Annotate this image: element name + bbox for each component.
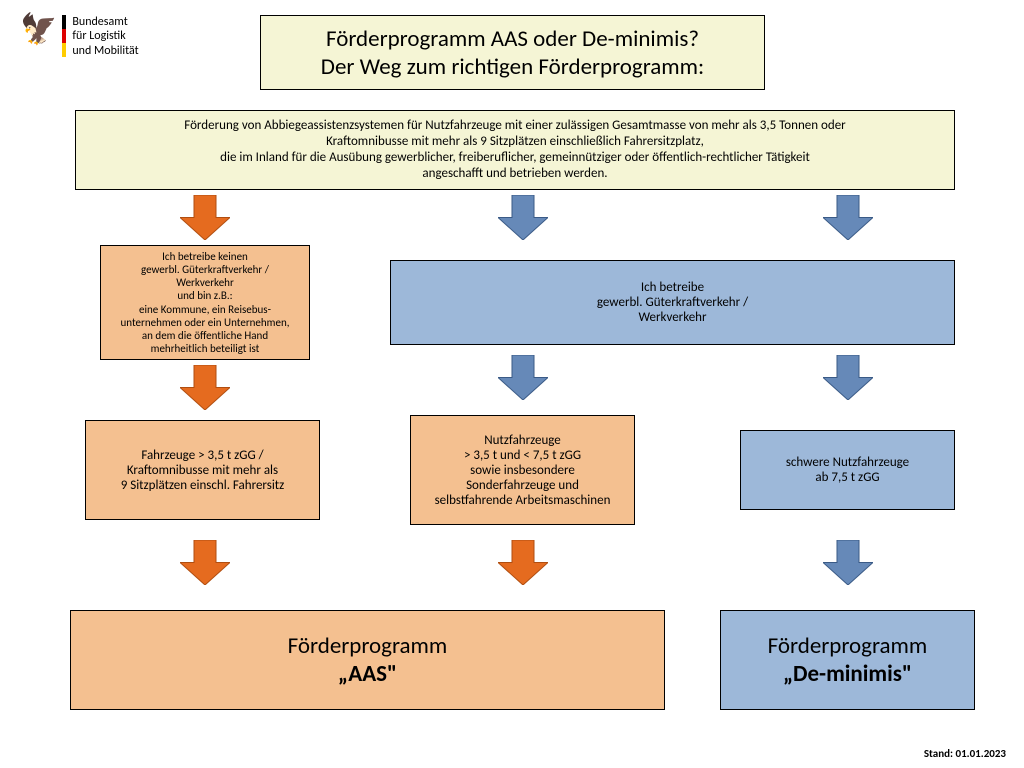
footer-date: Stand: 01.01.2023 (924, 747, 1006, 760)
branch-commercial: Ich betreibegewerbl. Güterkraftverkehr /… (390, 260, 955, 345)
intro-box: Förderung von Abbiegeassistenzsystemen f… (75, 110, 955, 190)
heavy-vehicles-7-5t: schwere Nutzfahrzeugeab 7,5 t zGG (740, 430, 955, 510)
title-box: Förderprogramm AAS oder De-minimis? Der … (260, 15, 765, 90)
arrow-down-icon (823, 195, 873, 240)
flag-bar (62, 15, 66, 57)
arrow-down-icon (498, 540, 548, 585)
eagle-icon: 🦅 (20, 15, 57, 45)
arrow-down-icon (498, 195, 548, 240)
logo: 🦅 Bundesamt für Logistik und Mobilität (20, 15, 139, 58)
arrow-down-icon (823, 540, 873, 585)
branch-no-commercial: Ich betreibe keinengewerbl. Güterkraftve… (100, 245, 310, 360)
result-aas: Förderprogramm „AAS" (70, 610, 665, 710)
arrow-down-icon (498, 355, 548, 400)
arrow-down-icon (180, 365, 230, 410)
vehicles-over-3-5t-buses: Fahrzeuge > 3,5 t zGG /Kraftomnibusse mi… (85, 420, 320, 520)
arrow-down-icon (823, 355, 873, 400)
logo-text: Bundesamt für Logistik und Mobilität (72, 15, 138, 58)
result-deminimis: Förderprogramm „De-minimis" (720, 610, 975, 710)
arrow-down-icon (180, 195, 230, 240)
arrow-down-icon (180, 540, 230, 585)
vehicles-3-5-to-7-5t: Nutzfahrzeuge> 3,5 t und < 7,5 t zGGsowi… (410, 415, 635, 525)
